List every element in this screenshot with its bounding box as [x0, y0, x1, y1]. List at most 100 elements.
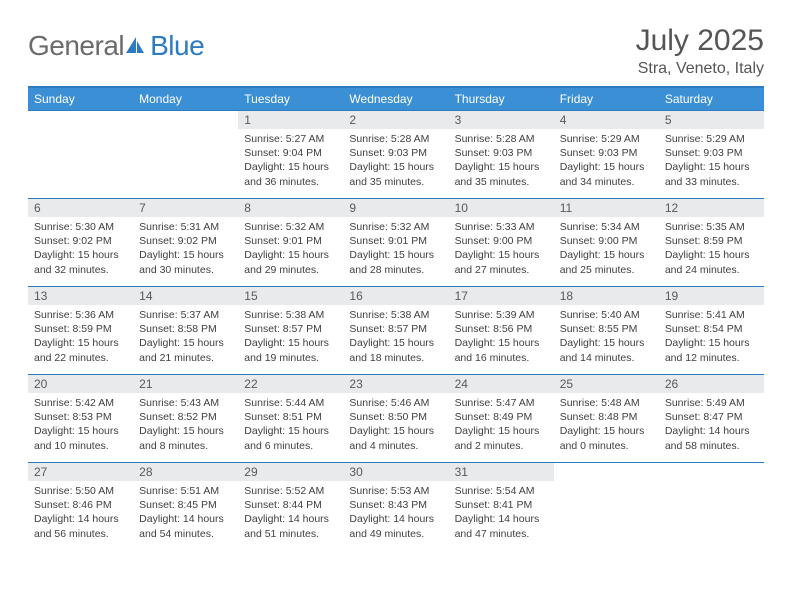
- sunrise-line: Sunrise: 5:54 AM: [455, 485, 535, 497]
- daylight-line: Daylight: 15 hours and 6 minutes.: [244, 425, 329, 451]
- day-content: Sunrise: 5:50 AMSunset: 8:46 PMDaylight:…: [28, 481, 133, 544]
- day-content: Sunrise: 5:30 AMSunset: 9:02 PMDaylight:…: [28, 217, 133, 280]
- sunset-line: Sunset: 9:02 PM: [34, 235, 112, 247]
- day-content: Sunrise: 5:49 AMSunset: 8:47 PMDaylight:…: [659, 393, 764, 456]
- calendar-cell: 4Sunrise: 5:29 AMSunset: 9:03 PMDaylight…: [554, 111, 659, 199]
- day-number: 13: [28, 287, 133, 305]
- day-number: 6: [28, 199, 133, 217]
- header-row: General Blue July 2025 Stra, Veneto, Ita…: [28, 24, 764, 78]
- day-content: Sunrise: 5:37 AMSunset: 8:58 PMDaylight:…: [133, 305, 238, 368]
- daylight-line: Daylight: 15 hours and 19 minutes.: [244, 337, 329, 363]
- weekday-header: Sunday: [28, 87, 133, 111]
- day-content: Sunrise: 5:51 AMSunset: 8:45 PMDaylight:…: [133, 481, 238, 544]
- day-content: Sunrise: 5:54 AMSunset: 8:41 PMDaylight:…: [449, 481, 554, 544]
- calendar-cell: 31Sunrise: 5:54 AMSunset: 8:41 PMDayligh…: [449, 463, 554, 551]
- day-content: Sunrise: 5:42 AMSunset: 8:53 PMDaylight:…: [28, 393, 133, 456]
- location-text: Stra, Veneto, Italy: [636, 60, 764, 78]
- day-content: Sunrise: 5:34 AMSunset: 9:00 PMDaylight:…: [554, 217, 659, 280]
- weekday-header: Saturday: [659, 87, 764, 111]
- calendar-cell: [554, 463, 659, 551]
- sunset-line: Sunset: 8:54 PM: [665, 323, 743, 335]
- logo-sail-icon: [124, 35, 146, 58]
- calendar-cell: 15Sunrise: 5:38 AMSunset: 8:57 PMDayligh…: [238, 287, 343, 375]
- daylight-line: Daylight: 15 hours and 12 minutes.: [665, 337, 750, 363]
- calendar-cell: 22Sunrise: 5:44 AMSunset: 8:51 PMDayligh…: [238, 375, 343, 463]
- sunrise-line: Sunrise: 5:36 AM: [34, 309, 114, 321]
- calendar-week-row: 13 Sunrise: 5:36 AM Sunset: 8:59 PM Dayligh…: [28, 287, 764, 375]
- daylight-line: Daylight: 15 hours and 22 minutes.: [34, 337, 119, 363]
- calendar-week-row: 1Sunrise: 5:27 AMSunset: 9:04 PMDaylight…: [28, 111, 764, 199]
- calendar-cell: 1Sunrise: 5:27 AMSunset: 9:04 PMDaylight…: [238, 111, 343, 199]
- day-number: 20: [28, 375, 133, 393]
- sunset-line: Sunset: 8:52 PM: [139, 411, 217, 423]
- weekday-header: Friday: [554, 87, 659, 111]
- sunrise-line: Sunrise: 5:38 AM: [349, 309, 429, 321]
- sunrise-line: Sunrise: 5:35 AM: [665, 221, 745, 233]
- sunset-line: Sunset: 9:02 PM: [139, 235, 217, 247]
- sunrise-line: Sunrise: 5:29 AM: [665, 133, 745, 145]
- sunrise-line: Sunrise: 5:37 AM: [139, 309, 219, 321]
- sunset-line: Sunset: 9:03 PM: [455, 147, 533, 159]
- day-content: Sunrise: 5:52 AMSunset: 8:44 PMDaylight:…: [238, 481, 343, 544]
- sunset-line: Sunset: 8:53 PM: [34, 411, 112, 423]
- day-content: Sunrise: 5:29 AMSunset: 9:03 PMDaylight:…: [554, 129, 659, 192]
- weekday-header: Tuesday: [238, 87, 343, 111]
- calendar-cell: 12Sunrise: 5:35 AMSunset: 8:59 PMDayligh…: [659, 199, 764, 287]
- daylight-line: Daylight: 15 hours and 25 minutes.: [560, 249, 645, 275]
- sunset-line: Sunset: 9:04 PM: [244, 147, 322, 159]
- daylight-line: Daylight: 15 hours and 16 minutes.: [455, 337, 540, 363]
- day-content: Sunrise: 5:32 AMSunset: 9:01 PMDaylight:…: [343, 217, 448, 280]
- calendar-cell: 27Sunrise: 5:50 AMSunset: 8:46 PMDayligh…: [28, 463, 133, 551]
- weekday-header: Thursday: [449, 87, 554, 111]
- sunset-line: Sunset: 9:03 PM: [560, 147, 638, 159]
- day-content: Sunrise: 5:40 AM Sunset: 8:55 PM Daylight:…: [554, 305, 659, 368]
- daylight-line: Daylight: 15 hours and 18 minutes.: [349, 337, 434, 363]
- day-content: Sunrise: 5:28 AMSunset: 9:03 PMDaylight:…: [343, 129, 448, 192]
- day-number: 22: [238, 375, 343, 393]
- day-number: 2: [343, 111, 448, 129]
- sunset-line: Sunset: 8:59 PM: [34, 323, 112, 335]
- calendar-cell: 3Sunrise: 5:28 AMSunset: 9:03 PMDaylight…: [449, 111, 554, 199]
- sunset-line: Sunset: 8:49 PM: [455, 411, 533, 423]
- calendar-body: 1Sunrise: 5:27 AMSunset: 9:04 PMDaylight…: [28, 111, 764, 551]
- sunset-line: Sunset: 8:44 PM: [244, 499, 322, 511]
- day-content: Sunrise: 5:47 AMSunset: 8:49 PMDaylight:…: [449, 393, 554, 456]
- daylight-line: Daylight: 14 hours and 47 minutes.: [455, 513, 540, 539]
- sunset-line: Sunset: 8:55 PM: [560, 323, 638, 335]
- calendar-cell: 23Sunrise: 5:46 AMSunset: 8:50 PMDayligh…: [343, 375, 448, 463]
- day-number: 9: [343, 199, 448, 217]
- day-content: Sunrise: 5:27 AMSunset: 9:04 PMDaylight:…: [238, 129, 343, 192]
- sunset-line: Sunset: 8:57 PM: [244, 323, 322, 335]
- day-content: Sunrise: 5:28 AMSunset: 9:03 PMDaylight:…: [449, 129, 554, 192]
- daylight-line: Daylight: 15 hours and 35 minutes.: [349, 161, 434, 187]
- day-content: Sunrise: 5:48 AMSunset: 8:48 PMDaylight:…: [554, 393, 659, 456]
- sunrise-line: Sunrise: 5:29 AM: [560, 133, 640, 145]
- daylight-line: Daylight: 15 hours and 21 minutes.: [139, 337, 224, 363]
- month-title: July 2025: [636, 24, 764, 58]
- daylight-line: Daylight: 15 hours and 4 minutes.: [349, 425, 434, 451]
- calendar-week-row: 20Sunrise: 5:42 AMSunset: 8:53 PMDayligh…: [28, 375, 764, 463]
- day-number: 10: [449, 199, 554, 217]
- calendar-cell: 5Sunrise: 5:29 AMSunset: 9:03 PMDaylight…: [659, 111, 764, 199]
- sunrise-line: Sunrise: 5:46 AM: [349, 397, 429, 409]
- sunrise-line: Sunrise: 5:32 AM: [349, 221, 429, 233]
- day-number: 11: [554, 199, 659, 217]
- daylight-line: Daylight: 15 hours and 14 minutes.: [560, 337, 645, 363]
- sunrise-line: Sunrise: 5:50 AM: [34, 485, 114, 497]
- day-content: Sunrise: 5:33 AMSunset: 9:00 PMDaylight:…: [449, 217, 554, 280]
- day-content: Sunrise: 5:35 AMSunset: 8:59 PMDaylight:…: [659, 217, 764, 280]
- day-number: 18: [554, 287, 659, 305]
- daylight-line: Daylight: 14 hours and 49 minutes.: [349, 513, 434, 539]
- calendar-cell: 14Sunrise: 5:37 AMSunset: 8:58 PMDayligh…: [133, 287, 238, 375]
- sunrise-line: Sunrise: 5:40 AM: [560, 309, 640, 321]
- day-content: Sunrise: 5:31 AMSunset: 9:02 PMDaylight:…: [133, 217, 238, 280]
- day-number: 19: [659, 287, 764, 305]
- daylight-line: Daylight: 15 hours and 35 minutes.: [455, 161, 540, 187]
- sunrise-line: Sunrise: 5:39 AM: [455, 309, 535, 321]
- sunrise-line: Sunrise: 5:34 AM: [560, 221, 640, 233]
- calendar-cell: 11Sunrise: 5:34 AMSunset: 9:00 PMDayligh…: [554, 199, 659, 287]
- day-number: 14: [133, 287, 238, 305]
- day-number: 8: [238, 199, 343, 217]
- sunrise-line: Sunrise: 5:48 AM: [560, 397, 640, 409]
- day-content: Sunrise: 5:44 AMSunset: 8:51 PMDaylight:…: [238, 393, 343, 456]
